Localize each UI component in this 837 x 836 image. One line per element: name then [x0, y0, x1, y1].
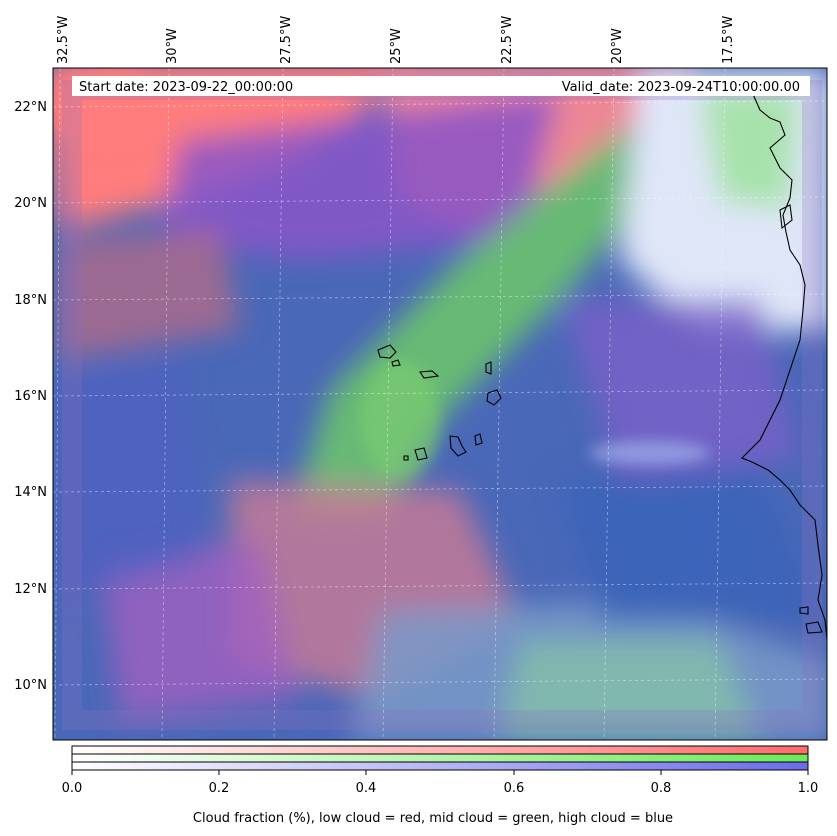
lon-label: 32.5°W: [56, 16, 71, 64]
colorbar-high-cloud: [71, 761, 809, 771]
colorbar-low-cloud: [71, 745, 809, 755]
island-coastline: [474, 433, 483, 446]
africa-coastline: [741, 91, 828, 641]
colorbar-tick: 0.8: [651, 781, 672, 796]
coastlines: [377, 91, 828, 641]
lon-label: 25°W: [389, 28, 404, 64]
colorbar-mid-cloud: [71, 753, 809, 763]
island-coastline: [377, 344, 397, 359]
lat-label: 16°N: [14, 389, 47, 404]
longitude-labels: 32.5°W 30°W 27.5°W 25°W 22.5°W 20°W 17.5…: [56, 16, 736, 64]
lat-label: 20°N: [14, 196, 47, 211]
colorbar-tick: 0.0: [62, 781, 83, 796]
cloud-field: [53, 68, 827, 740]
island-coastline: [485, 361, 492, 375]
lon-label: 22.5°W: [500, 16, 515, 64]
lat-label: 22°N: [14, 100, 47, 115]
colorbar-tick: 0.6: [504, 781, 525, 796]
lat-label: 10°N: [14, 678, 47, 693]
island-coastline: [414, 447, 428, 461]
latitude-labels: 22°N 20°N 18°N 16°N 14°N 12°N 10°N: [14, 100, 47, 693]
lon-label: 27.5°W: [279, 16, 294, 64]
island-coastline: [799, 606, 809, 615]
island-coastline: [391, 359, 401, 367]
island-coastline: [486, 389, 502, 406]
lon-label: 30°W: [165, 28, 180, 64]
island-coastline: [419, 370, 440, 379]
valid-date: Valid_date: 2023-09-24T10:00:00.00: [562, 80, 800, 95]
date-header-box: [72, 76, 810, 96]
lat-label: 18°N: [14, 293, 47, 308]
island-coastline: [403, 455, 409, 461]
colorbar-label: Cloud fraction (%), low cloud = red, mid…: [193, 811, 673, 826]
map-frame: [52, 67, 828, 741]
lon-label: 17.5°W: [721, 16, 736, 64]
island-coastline: [779, 204, 793, 230]
lon-label: 20°W: [610, 28, 625, 64]
island-coastline: [449, 435, 467, 457]
lat-label: 14°N: [14, 485, 47, 500]
gridlines: [52, 67, 828, 741]
colorbar-tick: 0.4: [356, 781, 377, 796]
lat-label: 12°N: [14, 582, 47, 597]
colorbar: 0.0 0.2 0.4 0.6 0.8 1.0 Cloud fraction (…: [62, 745, 819, 826]
colorbar-tick: 0.2: [209, 781, 230, 796]
start-date: Start date: 2023-09-22_00:00:00: [79, 80, 293, 95]
colorbar-tick: 1.0: [798, 781, 819, 796]
island-coastline: [805, 621, 823, 634]
